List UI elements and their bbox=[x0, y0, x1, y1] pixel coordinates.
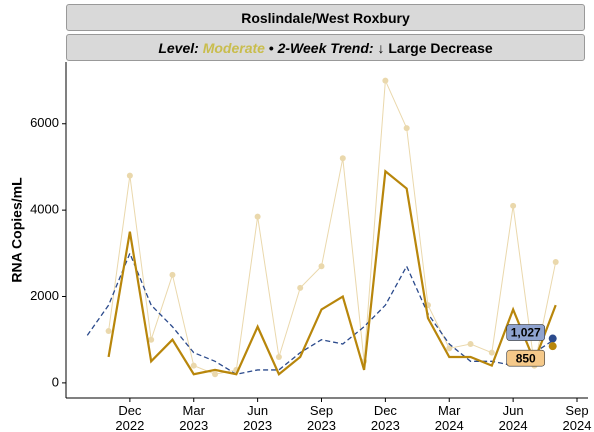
level-label: Level: bbox=[158, 40, 199, 56]
y-tick-label: 2000 bbox=[30, 288, 59, 303]
title-strip: Roslindale/West Roxbury bbox=[66, 4, 585, 31]
sample-point bbox=[148, 336, 155, 343]
y-axis-title: RNA Copies/mL bbox=[9, 177, 25, 283]
trend-label: 2-Week Trend: bbox=[277, 40, 374, 56]
chart-title: Roslindale/West Roxbury bbox=[241, 10, 410, 26]
level: Moderate bbox=[202, 40, 265, 56]
trend: ↓ Large Decrease bbox=[377, 40, 493, 56]
x-tick-label: Sep 2023 bbox=[307, 403, 336, 432]
subtitle-strip: Level: Moderate • 2-Week Trend: ↓ Large … bbox=[66, 34, 585, 61]
x-tick-label: Sep 2024 bbox=[562, 403, 592, 432]
x-tick-label: Jun 2024 bbox=[498, 403, 528, 432]
sample-point bbox=[467, 341, 474, 348]
y-tick-label: 0 bbox=[52, 374, 59, 389]
series-line bbox=[108, 80, 557, 375]
x-tick-label: Dec 2023 bbox=[370, 403, 400, 432]
sample-point bbox=[552, 258, 559, 265]
y-tick-label: 4000 bbox=[30, 202, 59, 217]
sample-point bbox=[382, 77, 389, 84]
sample-point bbox=[318, 263, 325, 270]
y-tick-label: 6000 bbox=[30, 115, 59, 130]
sample-point bbox=[105, 328, 112, 335]
sample-point bbox=[403, 125, 410, 132]
sample-point bbox=[212, 371, 219, 378]
sample-point bbox=[510, 202, 517, 209]
end-label: 850 bbox=[516, 351, 536, 365]
label-box bbox=[506, 324, 546, 341]
x-tick-label: Jun 2023 bbox=[243, 403, 273, 432]
x-tick-label: Dec 2022 bbox=[115, 403, 145, 432]
end-point bbox=[548, 334, 557, 343]
sample-point bbox=[126, 172, 133, 179]
series-line bbox=[107, 169, 557, 377]
sample-point bbox=[488, 349, 495, 356]
end-label: 1,027 bbox=[511, 326, 541, 340]
sample-point bbox=[169, 271, 176, 278]
sample-point bbox=[190, 362, 197, 369]
label-box bbox=[506, 349, 546, 367]
x-tick-label: Mar 2023 bbox=[179, 403, 209, 432]
series-line bbox=[86, 251, 557, 375]
sample-point bbox=[275, 353, 282, 360]
x-tick-label: Mar 2024 bbox=[434, 403, 464, 432]
end-point bbox=[548, 342, 557, 351]
sample-point bbox=[297, 284, 304, 291]
sample-point bbox=[446, 345, 453, 352]
sample-point bbox=[254, 213, 261, 220]
separator: • bbox=[268, 40, 274, 56]
sample-point bbox=[339, 155, 346, 162]
